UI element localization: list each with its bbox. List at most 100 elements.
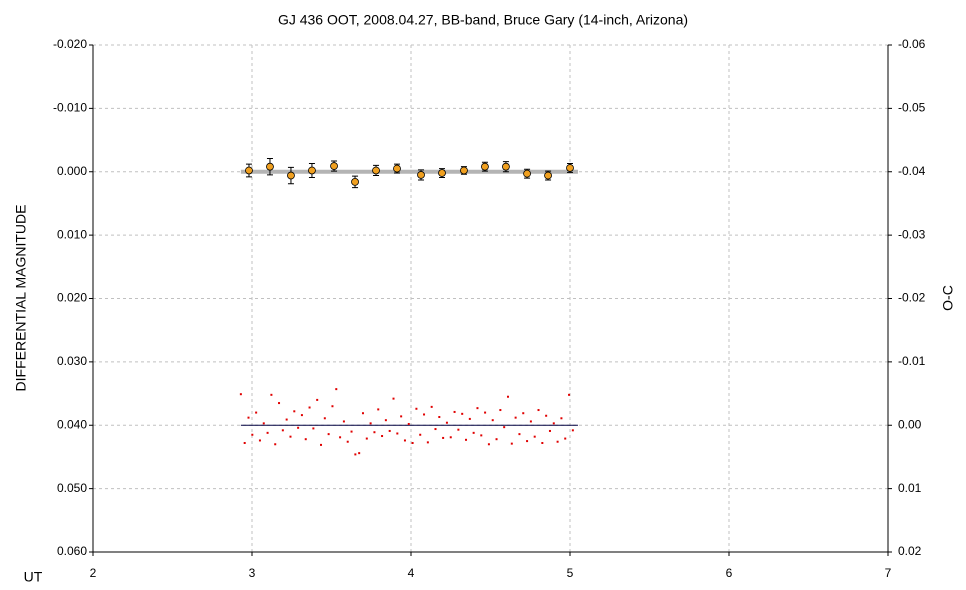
y2-tick-label: -0.02 (898, 291, 926, 305)
x-tick-label: 7 (885, 566, 892, 580)
data-dot (526, 440, 529, 443)
y-tick-label: -0.010 (53, 101, 87, 115)
data-point (287, 171, 295, 180)
data-dot (247, 416, 250, 419)
y2-tick-label: 0.02 (898, 544, 922, 558)
data-dot (403, 439, 406, 442)
data-dot (281, 429, 284, 432)
y2-tick-label: 0.01 (898, 481, 922, 495)
data-dot (506, 395, 509, 398)
data-dot (529, 420, 532, 423)
data-dot (461, 412, 464, 415)
data-point (266, 162, 274, 171)
data-dot (476, 407, 479, 410)
data-dot (270, 393, 273, 396)
data-dot (365, 437, 368, 440)
data-dot (300, 414, 303, 417)
data-dot (361, 412, 364, 415)
data-dot (548, 429, 551, 432)
data-dot (293, 410, 296, 413)
data-dot (510, 442, 513, 445)
chart-title: GJ 436 OOT, 2008.04.27, BB-band, Bruce G… (278, 12, 688, 28)
data-dot (423, 413, 426, 416)
data-dot (457, 428, 460, 431)
data-dot (392, 397, 395, 400)
x-axis-title: UT (24, 569, 43, 585)
data-dot (342, 420, 345, 423)
y2-tick-label: -0.03 (898, 227, 926, 241)
data-dot (373, 431, 376, 434)
data-dot (568, 393, 571, 396)
data-point (330, 162, 338, 170)
y-tick-label: 0.050 (57, 481, 87, 495)
plot-marks (239, 157, 578, 456)
data-dot (350, 430, 353, 433)
data-dot (537, 409, 540, 412)
x-tick-label: 2 (90, 566, 97, 580)
data-dot (258, 439, 261, 442)
y-tick-label: 0.060 (57, 544, 87, 558)
y2-tick-label: -0.01 (898, 354, 926, 368)
data-dot (552, 422, 555, 425)
data-dot (411, 441, 414, 444)
data-dot (274, 443, 277, 446)
data-point (351, 177, 359, 186)
data-dot (472, 431, 475, 434)
data-dot (556, 440, 559, 443)
data-dot (453, 410, 456, 413)
x-tick-label: 4 (408, 566, 415, 580)
data-point (502, 162, 510, 171)
data-dot (522, 412, 525, 415)
data-dot (354, 453, 357, 456)
y2-tick-label: -0.04 (898, 164, 926, 178)
y-tick-label: 0.010 (57, 227, 87, 241)
data-point (372, 166, 380, 175)
data-dot (487, 443, 490, 446)
data-dot (484, 411, 487, 414)
data-dot (243, 441, 246, 444)
data-dot (430, 405, 433, 408)
x-tick-label: 5 (567, 566, 574, 580)
data-dot (285, 418, 288, 421)
data-dot (480, 434, 483, 437)
data-dot (407, 422, 410, 425)
data-dot (499, 409, 502, 412)
data-dot (415, 407, 418, 410)
data-dot (312, 427, 315, 430)
y2-axis-title: O-C (940, 285, 956, 311)
data-point (438, 169, 446, 177)
data-dot (445, 421, 448, 424)
data-dot (514, 416, 517, 419)
data-dot (381, 435, 384, 438)
data-point (460, 166, 468, 175)
y2-tick-label: -0.05 (898, 101, 926, 115)
data-dot (396, 432, 399, 435)
data-dot (571, 429, 574, 432)
data-dot (278, 402, 281, 405)
data-dot (533, 435, 536, 438)
data-point (544, 171, 552, 180)
data-dot (266, 431, 269, 434)
data-dot (518, 433, 521, 436)
data-dot (316, 398, 319, 401)
data-dot (369, 422, 372, 425)
data-dot (377, 408, 380, 411)
data-dot (346, 440, 349, 443)
data-point (308, 166, 316, 175)
data-dot (541, 441, 544, 444)
data-dot (339, 436, 342, 439)
data-dot (320, 443, 323, 446)
data-dot (251, 433, 254, 436)
x-tick-label: 3 (249, 566, 256, 580)
data-point (393, 164, 401, 173)
data-dot (419, 433, 422, 436)
data-dot (449, 436, 452, 439)
data-dot (388, 429, 391, 432)
data-dot (308, 406, 311, 409)
data-dot (495, 438, 498, 441)
y-tick-label: 0.000 (57, 164, 87, 178)
y-tick-label: 0.040 (57, 417, 87, 431)
data-dot (503, 426, 506, 429)
